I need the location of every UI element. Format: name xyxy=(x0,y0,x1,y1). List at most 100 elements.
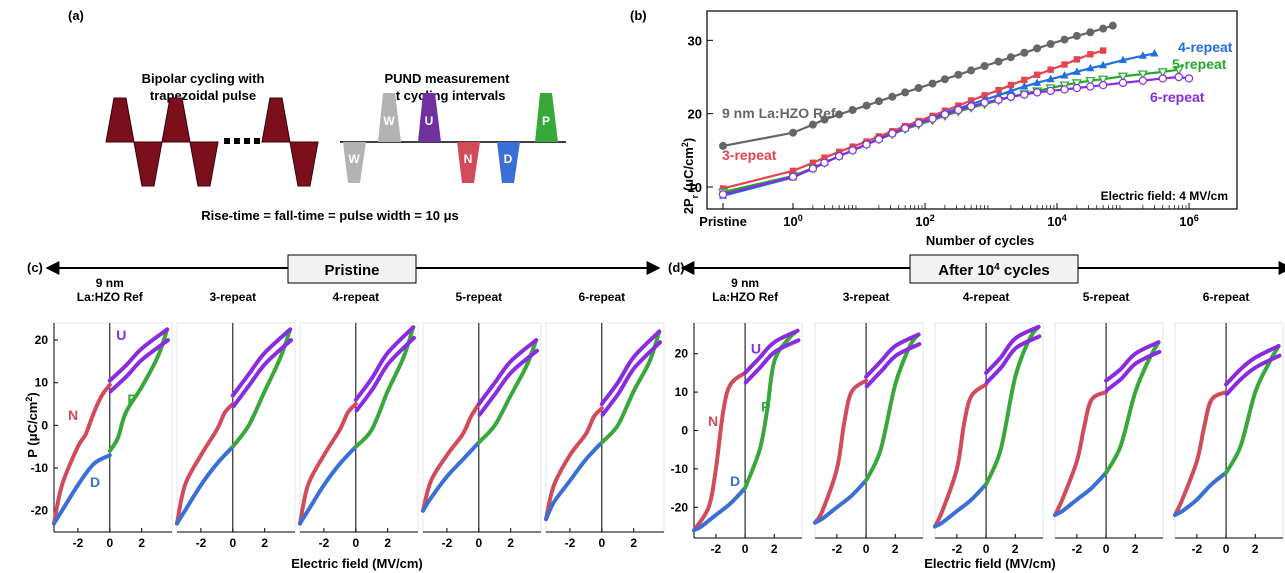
panel-d-xlabel: Electric field (MV/cm) xyxy=(924,556,1055,571)
bipolar-pulse-down-2 xyxy=(189,141,219,187)
branch-n xyxy=(1053,390,1109,517)
x-tick-label: -2 xyxy=(1072,542,1083,556)
data-point xyxy=(1071,79,1082,89)
branch-d xyxy=(1173,470,1229,517)
data-point xyxy=(914,84,923,92)
data-point xyxy=(1061,61,1068,68)
pund-letter-u: U xyxy=(425,114,434,128)
panel-b-xtick-label-3: 104 xyxy=(1047,213,1066,229)
branch-n xyxy=(1173,390,1229,517)
data-point xyxy=(1021,76,1028,84)
data-point xyxy=(954,70,963,79)
branch-d xyxy=(813,478,869,525)
panel-c-subplot-3: -2 0 2 4-repeat xyxy=(298,290,419,550)
bipolar-pulse-down-3 xyxy=(289,141,319,187)
x-tick-label: 2 xyxy=(1132,542,1139,556)
panel-d-label: (d) xyxy=(668,260,685,275)
branch-p xyxy=(743,328,800,491)
data-point xyxy=(1099,24,1108,33)
panel-c-xlabel: Electric field (MV/cm) xyxy=(291,556,422,571)
branch-n xyxy=(52,382,112,526)
x-tick-label: 2 xyxy=(384,536,391,550)
data-point xyxy=(1174,72,1183,82)
branch-n xyxy=(933,382,989,529)
data-point xyxy=(1086,28,1095,37)
data-point xyxy=(1047,66,1054,73)
data-point xyxy=(808,164,818,173)
x-tick-label: 0 xyxy=(598,536,605,550)
bipolar-title-line2: trapezoidal pulse xyxy=(150,88,256,103)
y-tick-label: 20 xyxy=(35,333,49,347)
branch-label-u: U xyxy=(751,341,761,357)
series-label-4repeat: 4-repeat xyxy=(1178,39,1233,55)
data-point xyxy=(1020,82,1029,90)
x-tick-label: 2 xyxy=(630,536,637,550)
branch-label-p: P xyxy=(761,398,770,414)
subplot-frame xyxy=(299,322,419,533)
subplot-title-line1: 9 nm xyxy=(96,276,124,290)
branch-d xyxy=(1053,470,1109,517)
data-point xyxy=(1060,35,1069,44)
data-point xyxy=(874,97,883,106)
panel-b-ytick-label-0: 10 xyxy=(688,180,702,195)
data-point xyxy=(820,158,829,167)
data-point xyxy=(1060,85,1069,94)
data-point xyxy=(1138,51,1147,59)
x-tick-label: 0 xyxy=(983,542,990,556)
data-point xyxy=(719,141,727,150)
panel-b: (b) 10 20 30 Pristine 100 102 104 106 2Pr (μC/c… xyxy=(630,8,1238,248)
x-tick-label: 0 xyxy=(106,536,113,550)
data-point xyxy=(1033,78,1042,86)
branch-label-n: N xyxy=(68,407,78,423)
panel-d-subplot-5: -2 0 2 6-repeat xyxy=(1173,290,1284,556)
data-point xyxy=(835,110,844,119)
panel-c-banner: Pristine xyxy=(324,262,379,279)
branch-u-return xyxy=(477,348,539,417)
panel-b-annotation: Electric field: 4 MV/cm xyxy=(1101,189,1228,203)
branch-u xyxy=(476,338,539,407)
subplot-title: 4-repeat xyxy=(963,290,1010,304)
branch-p xyxy=(599,329,662,445)
series-label-6repeat: 6-repeat xyxy=(1150,89,1205,105)
series-label-ref: 9 nm La:HZO Ref xyxy=(722,105,836,121)
x-tick-label: -2 xyxy=(196,536,207,550)
x-tick-label: -2 xyxy=(73,536,84,550)
x-tick-label: -2 xyxy=(1192,542,1203,556)
branch-d xyxy=(298,444,358,526)
data-point xyxy=(789,167,797,175)
x-tick-label: -2 xyxy=(952,542,963,556)
data-point xyxy=(1046,40,1055,48)
y-tick-label: -20 xyxy=(31,504,49,518)
branch-d xyxy=(544,440,604,522)
panel-b-frame xyxy=(706,10,1238,210)
series-9-nm-la-hzo-ref xyxy=(719,21,1117,150)
subplot-title-line1: 9 nm xyxy=(731,276,759,290)
data-point xyxy=(888,92,897,101)
panel-b-ytick-label-2: 30 xyxy=(688,33,702,48)
branch-u-return xyxy=(743,338,801,385)
subplot-title-line2: La:HZO Ref xyxy=(712,290,779,304)
y-tick-label: 0 xyxy=(681,424,688,438)
bipolar-pulse-down-1 xyxy=(133,141,163,187)
x-tick-label: -2 xyxy=(832,542,843,556)
branch-d xyxy=(421,440,481,513)
panel-b-xlabel: Number of cycles xyxy=(926,233,1034,248)
branch-u xyxy=(230,327,293,398)
branch-p xyxy=(1224,344,1281,475)
branch-n xyxy=(692,370,748,533)
x-tick-label: 2 xyxy=(1012,542,1019,556)
series-label-5repeat: 5-repeat xyxy=(1172,56,1227,72)
data-point xyxy=(1006,53,1015,62)
branch-p xyxy=(984,324,1041,487)
data-point xyxy=(1150,49,1159,57)
data-point xyxy=(1020,48,1029,57)
branch-d xyxy=(933,482,989,529)
data-point xyxy=(808,120,817,129)
data-point xyxy=(1138,76,1148,85)
x-tick-label: -2 xyxy=(442,536,453,550)
data-point xyxy=(914,118,923,128)
